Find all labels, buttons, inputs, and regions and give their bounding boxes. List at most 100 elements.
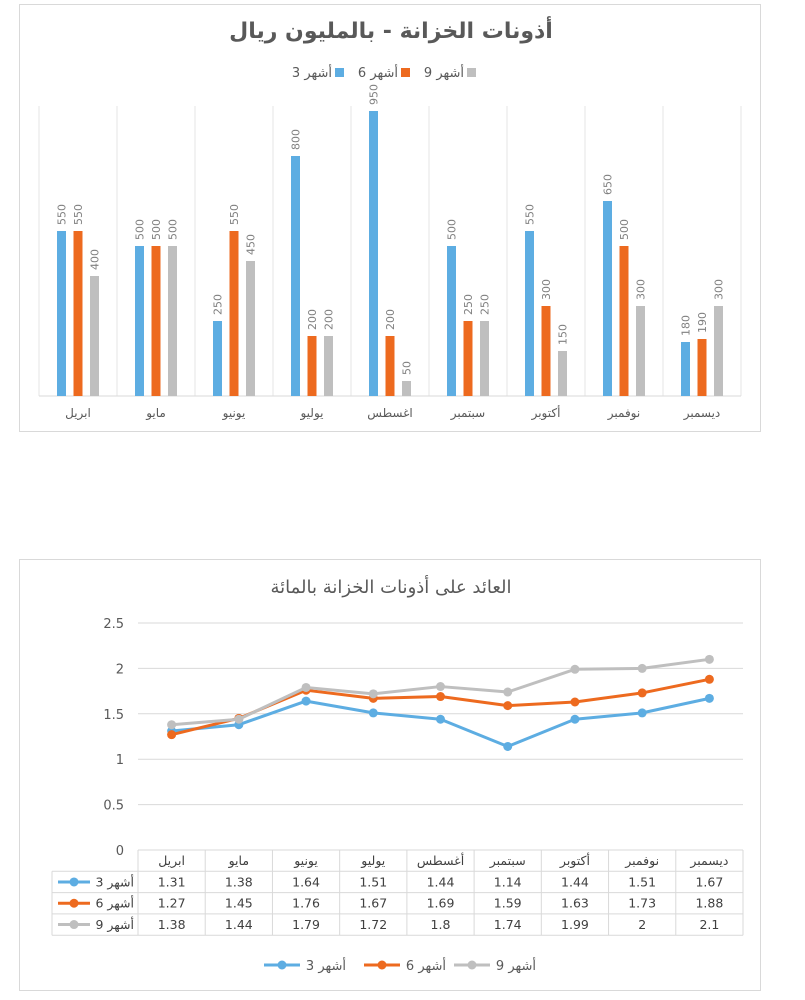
table-header-cell: ابريل bbox=[158, 853, 185, 869]
data-point bbox=[167, 720, 177, 730]
table-cell: 1.76 bbox=[292, 896, 320, 911]
legend-item: 3 أشهر bbox=[264, 957, 346, 974]
row-legend-marker bbox=[69, 898, 79, 908]
bar bbox=[369, 111, 378, 396]
y-tick-label: 2 bbox=[116, 662, 124, 677]
bar bbox=[246, 261, 255, 396]
table-cell: 1.44 bbox=[225, 917, 253, 932]
data-point bbox=[503, 741, 513, 751]
table-row: 3 أشهر 1.31 1.38 1.64 1.51 1.44 1.14 1.44 1.51 1.… bbox=[58, 873, 723, 890]
bar-chart: أذونات الخزانة - بالمليون ريال 3 أشهر 6 أش… bbox=[38, 15, 742, 421]
legend-label: 3 أشهر bbox=[292, 64, 332, 81]
table-cell: 1.44 bbox=[561, 874, 589, 889]
bar-value-label: 250 bbox=[212, 294, 225, 315]
bar-value-label: 50 bbox=[401, 361, 414, 375]
bar-value-label: 180 bbox=[680, 315, 693, 336]
category-label: مايو bbox=[145, 406, 166, 421]
legend-label: 9 أشهر bbox=[424, 64, 464, 81]
row-series-name: 9 أشهر bbox=[95, 916, 134, 933]
bar-value-label: 400 bbox=[89, 249, 102, 270]
category-label: أكتوبر bbox=[531, 405, 561, 421]
bar bbox=[229, 231, 239, 396]
bar-value-label: 250 bbox=[462, 294, 475, 315]
bar-value-label: 500 bbox=[134, 219, 147, 240]
y-tick-label: 0 bbox=[116, 844, 124, 859]
data-point bbox=[167, 730, 177, 740]
table-cell: 1.38 bbox=[158, 917, 186, 932]
bar-value-label: 950 bbox=[368, 84, 381, 105]
category-label: ابريل bbox=[65, 406, 91, 421]
bar-value-label: 450 bbox=[245, 234, 258, 255]
data-point bbox=[637, 708, 647, 718]
bar bbox=[90, 276, 99, 396]
data-point bbox=[436, 714, 445, 724]
bar bbox=[447, 246, 456, 396]
legend-item: 3 أشهر bbox=[292, 64, 344, 81]
bar bbox=[307, 336, 317, 396]
data-point bbox=[637, 688, 647, 698]
bar bbox=[525, 231, 534, 396]
table-header-cell: يونيو bbox=[293, 853, 318, 869]
category-label: اغسطس bbox=[367, 406, 412, 421]
data-point bbox=[301, 682, 311, 692]
bar-value-label: 500 bbox=[150, 219, 163, 240]
table-cell: 1.38 bbox=[225, 874, 253, 889]
bar bbox=[385, 336, 395, 396]
table-cell: 2 bbox=[638, 917, 646, 932]
row-legend-marker bbox=[69, 877, 79, 887]
legend-marker bbox=[467, 960, 477, 970]
bar-chart-panel: أذونات الخزانة - بالمليون ريال 3 أشهر 6 أش… bbox=[19, 4, 761, 432]
bar-value-label: 300 bbox=[713, 279, 726, 300]
table-cell: 1.72 bbox=[359, 917, 387, 932]
bar bbox=[603, 201, 612, 396]
table-cell: 1.79 bbox=[292, 917, 320, 932]
data-point bbox=[704, 693, 714, 703]
table-cell: 1.27 bbox=[158, 896, 186, 911]
table-row: 6 أشهر 1.27 1.45 1.76 1.67 1.69 1.59 1.63 1.73 1.… bbox=[58, 895, 723, 912]
bar bbox=[636, 306, 645, 396]
table-cell: 1.64 bbox=[292, 874, 320, 889]
legend-marker bbox=[277, 960, 287, 970]
table-cell: 1.59 bbox=[494, 896, 522, 911]
bar bbox=[697, 339, 707, 396]
data-point bbox=[570, 714, 580, 724]
table-cell: 1.69 bbox=[427, 896, 455, 911]
table-header-cell: يوليو bbox=[360, 853, 385, 869]
y-tick-label: 1 bbox=[116, 753, 124, 768]
chart-title: العائد على أذونات الخزانة بالمائة bbox=[270, 575, 511, 598]
bar-value-label: 300 bbox=[635, 279, 648, 300]
table-row: 9 أشهر 1.38 1.44 1.79 1.72 1.8 1.74 1.99 2 2.1 bbox=[58, 916, 719, 933]
bar bbox=[73, 231, 83, 396]
data-point bbox=[570, 664, 580, 674]
bar-value-label: 300 bbox=[540, 279, 553, 300]
bar-value-label: 250 bbox=[479, 294, 492, 315]
bar-value-label: 150 bbox=[557, 324, 570, 345]
table-cell: 1.45 bbox=[225, 896, 253, 911]
bar-value-label: 650 bbox=[602, 174, 615, 195]
data-point bbox=[368, 689, 378, 699]
bar bbox=[714, 306, 723, 396]
bar-value-label: 200 bbox=[384, 309, 397, 330]
legend-swatch bbox=[335, 68, 344, 77]
category-label: سبتمبر bbox=[450, 406, 485, 421]
data-point bbox=[637, 663, 647, 673]
chart-title: أذونات الخزانة - بالمليون ريال bbox=[229, 15, 553, 44]
legend-label: 3 أشهر bbox=[306, 957, 346, 974]
bar-value-label: 550 bbox=[228, 204, 241, 225]
data-point bbox=[503, 687, 513, 697]
bar-value-label: 200 bbox=[323, 309, 336, 330]
bar bbox=[135, 246, 144, 396]
bar bbox=[480, 321, 489, 396]
table-cell: 2.1 bbox=[699, 917, 719, 932]
bar-value-label: 200 bbox=[306, 309, 319, 330]
row-series-name: 3 أشهر bbox=[95, 873, 134, 890]
bar bbox=[619, 246, 629, 396]
y-tick-label: 1.5 bbox=[103, 708, 124, 723]
table-cell: 1.31 bbox=[158, 874, 186, 889]
line-chart-panel: العائد على أذونات الخزانة بالمائة 0 0.5 1 1.… bbox=[19, 559, 761, 991]
bar-value-label: 550 bbox=[524, 204, 537, 225]
legend-marker bbox=[377, 960, 387, 970]
table-header-cell: أغسطس bbox=[417, 852, 464, 869]
bar bbox=[151, 246, 161, 396]
table-header-cell: نوفمبر bbox=[624, 853, 659, 869]
